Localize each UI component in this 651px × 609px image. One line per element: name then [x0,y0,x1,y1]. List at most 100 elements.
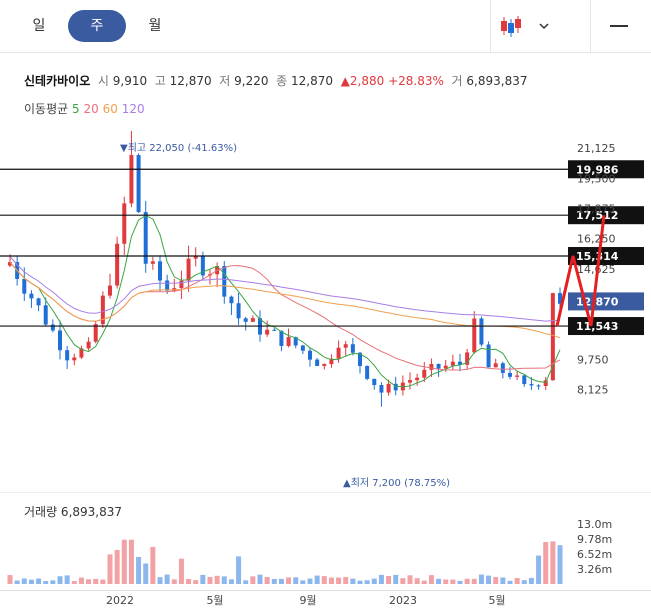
candle [443,365,448,369]
volume-bar [78,577,84,584]
x-tick: 5월 [206,594,223,607]
stock-name: 신테카바이오 [24,74,91,88]
candle [429,364,434,370]
candle [472,318,477,353]
candle [286,337,291,346]
volume-bar [43,581,49,584]
x-tick: 2023 [389,594,417,607]
volume-bar [486,575,492,584]
ma-label: 이동평균 [24,102,69,116]
tab-week[interactable]: 주 [68,10,126,42]
max-annotation: ▼최고 22,050 (-41.63%) [120,142,237,154]
volume-bar [350,578,356,584]
close-key: 종 [276,74,288,88]
candle [329,358,334,365]
volume-bar [264,577,270,584]
volume-bar [528,577,534,584]
price-tick: 9,750 [577,353,609,366]
level-label-box [568,206,644,225]
volume-bar [557,545,563,584]
volume-bar [307,578,313,584]
volume-bar [371,578,377,584]
volume-bar [407,575,413,584]
candle [236,303,241,319]
volume-bar [221,576,227,584]
candle [422,369,427,378]
candle [543,380,548,386]
candle [486,344,491,368]
candle [150,261,155,264]
level-label: 17,512 [576,209,618,222]
volume-bar [207,576,213,584]
volume-bar [457,580,463,584]
volume-bar [28,579,34,584]
candle [408,380,412,383]
volume-bar [400,578,406,584]
candle [436,364,441,369]
volume-value: 6,893,837 [466,74,528,88]
candle [358,352,362,366]
ma20-label: 20 [83,102,99,116]
volume-bar [86,579,92,584]
volume-bar [50,580,56,584]
candle [300,345,305,351]
volume-bar [71,581,77,584]
volume-bar [343,577,349,584]
volume-bar [114,549,120,584]
chevron-down-icon [539,23,549,30]
divider [490,0,491,52]
candle [508,372,512,377]
panel-divider [0,492,651,493]
candle [529,384,534,386]
x-tick: 5월 [488,594,505,607]
volume-bar [300,580,306,584]
candle [165,280,170,291]
tab-day[interactable]: 일 [32,18,46,34]
candle [36,298,41,306]
volume-bar [278,578,284,584]
price-info: 신테카바이오 시 9,910 고 12,870 저 9,220 종 12,870… [24,72,527,89]
volume-bar [386,576,392,584]
candle [158,261,162,281]
candle [93,324,98,342]
candle [393,383,398,391]
level-label: 19,986 [576,163,619,176]
volume-bar [271,578,277,584]
volume-bar [293,577,299,584]
min-annotation: ▲최저 7,200 (78.75%) [343,477,450,489]
moving-average-legend: 이동평균 5 20 60 120 [24,100,145,117]
candle [79,348,84,358]
volume-tick: 9.78m [577,533,612,546]
annotation-path [555,215,606,327]
chart-type-dropdown[interactable] [498,10,578,42]
volume-bar [357,580,363,584]
ma60-label: 60 [102,102,118,116]
candle [522,375,527,385]
volume-bar [100,579,106,584]
volume-bar [393,574,399,584]
volume-bar [321,576,327,584]
menu-icon[interactable] [600,12,640,40]
volume-bar [314,575,320,584]
volume-bar [21,578,27,584]
volume-bar [421,580,427,584]
x-tick: 2022 [106,594,134,607]
volume-bar [121,539,127,584]
volume-bar [464,578,470,584]
volume-bar [500,577,506,584]
x-tick: 9월 [299,594,316,607]
candle [386,383,391,393]
ma5-line [9,215,561,388]
volume-bar [521,580,527,584]
candle [479,318,484,345]
volume-bar [257,574,263,584]
candle [200,256,205,276]
period-tabs: 일 주 월 [10,10,184,42]
volume-bar [14,580,20,584]
candle [186,258,191,281]
candle [315,359,320,366]
volume-bar [200,574,206,584]
tab-month[interactable]: 월 [148,18,162,34]
candle [558,293,562,304]
